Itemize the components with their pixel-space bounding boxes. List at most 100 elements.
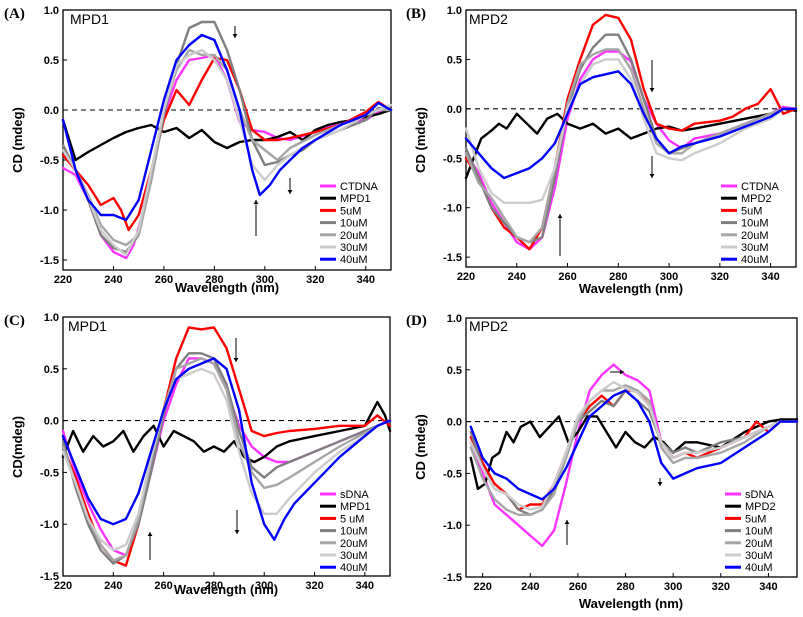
arrow-head (234, 530, 240, 534)
y-axis-title: CD(mdeg) (10, 416, 25, 478)
arrow-head (649, 174, 655, 178)
y-axis-title: CD (mdeg) (10, 107, 25, 173)
legend-label: 40uM (340, 562, 368, 574)
panel-name: MPD1 (68, 318, 107, 334)
x-tick-label: 240 (104, 580, 122, 592)
annotation-arrow (253, 200, 259, 236)
annotation-arrow (147, 532, 153, 560)
y-tick-label: 0.0 (44, 105, 59, 117)
series-line-40um (61, 357, 392, 541)
arrow-head (657, 482, 663, 486)
y-tick-label: 0.0 (447, 104, 462, 116)
x-tick-label: 340 (759, 581, 777, 593)
x-tick-label: 280 (205, 274, 223, 286)
legend-label: 20uM (745, 538, 773, 550)
x-tick-label: 320 (711, 271, 729, 283)
legend-label: 30uM (741, 242, 769, 254)
y-tick-label: -1.0 (40, 519, 59, 531)
panel-name: MPD1 (70, 11, 109, 27)
annotation-arrow (234, 510, 240, 534)
legend-label: sDNA (340, 489, 369, 501)
y-tick-label: 1.0 (447, 313, 462, 325)
panel-letter: (C) (4, 313, 25, 329)
x-tick-label: 300 (256, 274, 274, 286)
panel-name: MPD2 (469, 318, 508, 334)
x-tick-label: 300 (664, 581, 682, 593)
x-tick-label: 260 (154, 580, 172, 592)
legend-label: MPD2 (745, 501, 776, 513)
series-line-40um (464, 70, 798, 180)
series-line-20um (469, 384, 799, 516)
x-axis-title: Wavelength (nm) (579, 281, 683, 296)
arrow-head (253, 200, 259, 204)
x-tick-label: 300 (255, 580, 273, 592)
legend-label: CTDNA (340, 181, 379, 193)
series-line-mpd2 (469, 415, 799, 491)
y-tick-label: -1.0 (443, 520, 462, 532)
x-tick-label: 320 (305, 580, 323, 592)
legend-label: 40uM (340, 254, 368, 266)
legend-label: 40uM (741, 254, 769, 266)
series-line-40um (61, 33, 393, 222)
arrow-head (620, 369, 624, 375)
legend-label: 10uM (741, 218, 769, 230)
arrow-head (649, 88, 655, 92)
series-line-mpd1 (61, 400, 392, 464)
x-tick-label: 340 (357, 274, 375, 286)
legend-label: 10uM (340, 526, 368, 538)
arrow-head (233, 358, 239, 362)
annotation-arrow (610, 369, 624, 375)
y-tick-label: -1.5 (443, 252, 462, 264)
y-tick-label: 0.5 (447, 365, 462, 377)
legend-label: 20uM (340, 230, 368, 242)
annotation-arrow (649, 60, 655, 92)
plot-frame (62, 9, 392, 271)
annotation-arrow (564, 520, 570, 545)
legend-label: 5uM (741, 205, 762, 217)
legend-label: 5 uM (340, 513, 364, 525)
series-line-20um (464, 48, 798, 244)
y-tick-label: 1.0 (447, 5, 462, 17)
series-line-mpd1 (61, 108, 393, 162)
x-tick-label: 280 (205, 580, 223, 592)
x-axis-title: Wavelength (nm) (175, 280, 279, 295)
legend-label: 20uM (741, 230, 769, 242)
y-tick-label: -1.5 (40, 255, 59, 267)
series-line-10um (61, 352, 392, 565)
y-tick-label: -0.5 (40, 155, 59, 167)
x-axis-title: Wavelength (nm) (579, 596, 683, 611)
chart-panel-4: 220 240 260 280 300 320 340 1.0 0.5 0.0 -0.5 -1.0 -1… (406, 313, 799, 611)
x-tick-label: 220 (457, 271, 475, 283)
series-line-mpd2 (464, 107, 798, 180)
panel-letter: (D) (406, 313, 427, 329)
y-tick-label: -1.5 (40, 571, 59, 583)
x-tick-label: 260 (569, 581, 587, 593)
arrow-head (147, 532, 153, 536)
x-tick-label: 240 (104, 274, 122, 286)
series-line-5um (61, 56, 393, 232)
legend-label: 40uM (745, 562, 773, 574)
legend-label: 30uM (340, 550, 368, 562)
legend-label: 10uM (340, 218, 368, 230)
annotation-arrow (657, 478, 663, 486)
annotation-arrow (287, 178, 293, 194)
legend-label: 5uM (340, 205, 361, 217)
x-tick-label: 220 (473, 581, 491, 593)
x-tick-label: 280 (609, 271, 627, 283)
arrow-head (564, 520, 570, 524)
annotation-arrow (233, 338, 239, 362)
x-tick-label: 280 (616, 581, 634, 593)
annotation-arrow (649, 156, 655, 178)
x-tick-label: 220 (54, 274, 72, 286)
y-tick-label: -1.0 (443, 203, 462, 215)
arrow-head (232, 34, 238, 38)
x-tick-label: 240 (521, 581, 539, 593)
x-tick-label: 320 (712, 581, 730, 593)
y-tick-label: 0.5 (44, 55, 59, 67)
legend-label: MPD1 (340, 193, 371, 205)
y-tick-label: 0.0 (447, 417, 462, 429)
x-tick-label: 260 (155, 274, 173, 286)
x-tick-label: 340 (761, 271, 779, 283)
arrow-head (287, 190, 293, 194)
y-tick-label: 0.5 (447, 54, 462, 66)
